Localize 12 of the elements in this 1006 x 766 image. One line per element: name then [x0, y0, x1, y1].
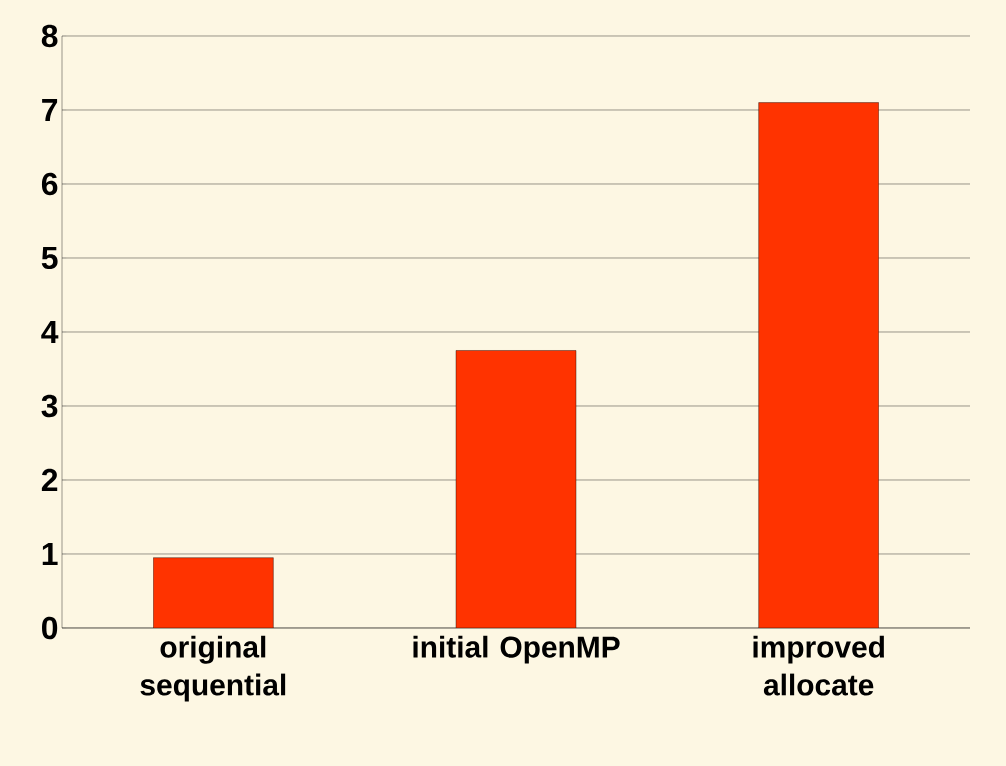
y-tick-label: 5 [41, 246, 58, 270]
y-tick-label: 6 [41, 172, 58, 196]
y-tick-label: 8 [41, 24, 58, 48]
x-tick-label: initial OpenMP [413, 635, 620, 664]
y-tick-label: 7 [42, 99, 58, 121]
x-tick-label: improved allocate [753, 635, 884, 696]
y-tick-label: 3 [41, 394, 58, 418]
y-tick-label: 0 [42, 616, 58, 640]
x-tick-label: original sequential [140, 635, 286, 702]
y-tick-label: 2 [41, 468, 58, 492]
y-tick-label: 4 [41, 321, 59, 343]
y-tick-label: 1 [42, 543, 58, 565]
